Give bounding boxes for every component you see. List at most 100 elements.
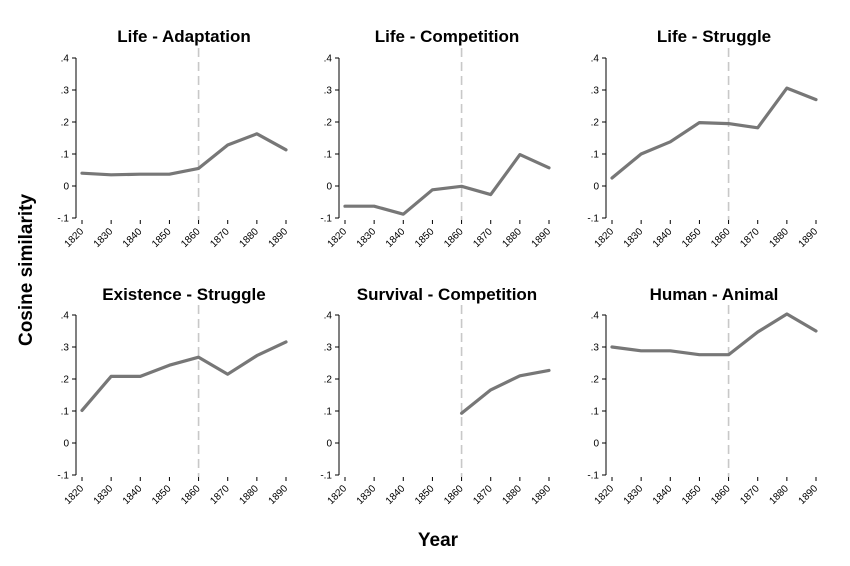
- x-tick-label: 1870: [471, 483, 495, 507]
- y-tick-label: .4: [591, 54, 600, 65]
- y-tick-label: -.1: [320, 471, 332, 482]
- x-tick-label: 1860: [709, 226, 733, 250]
- x-tick-label: 1890: [267, 226, 291, 250]
- x-tick-label: 1820: [326, 226, 350, 250]
- y-tick-label: .3: [591, 343, 600, 354]
- y-tick-label: 0: [63, 182, 69, 193]
- y-tick-label: 0: [593, 439, 599, 450]
- series-line: [610, 312, 818, 357]
- x-tick-label: 1880: [237, 226, 261, 250]
- x-tick-label: 1880: [767, 226, 791, 250]
- panel-title: Life - Struggle: [657, 27, 771, 46]
- y-tick-label: 0: [326, 182, 332, 193]
- series-line: [80, 132, 288, 177]
- x-tick-label: 1830: [622, 483, 646, 507]
- y-tick-label: .4: [591, 311, 600, 322]
- panel-title: Life - Competition: [375, 27, 519, 46]
- x-tick-label: 1830: [622, 226, 646, 250]
- y-tick-label: .2: [61, 375, 70, 386]
- y-tick-label: -.1: [57, 214, 69, 225]
- x-tick-label: 1880: [500, 483, 524, 507]
- x-tick-label: 1820: [326, 483, 350, 507]
- y-tick-label: .3: [324, 343, 333, 354]
- x-tick-label: 1880: [767, 483, 791, 507]
- y-tick-label: .4: [61, 54, 70, 65]
- panel-title: Life - Adaptation: [117, 27, 250, 46]
- x-tick-label: 1860: [709, 483, 733, 507]
- y-tick-label: .2: [324, 118, 333, 129]
- series-line: [80, 340, 288, 412]
- x-tick-label: 1820: [593, 226, 617, 250]
- x-tick-label: 1820: [63, 483, 87, 507]
- y-tick-label: .1: [61, 150, 70, 161]
- x-tick-label: 1850: [680, 226, 704, 250]
- y-tick-label: 0: [593, 182, 599, 193]
- x-tick-label: 1840: [651, 226, 675, 250]
- y-tick-label: -.1: [57, 471, 69, 482]
- x-tick-label: 1850: [150, 226, 174, 250]
- x-tick-label: 1870: [208, 483, 232, 507]
- y-tick-label: .4: [324, 311, 333, 322]
- x-tick-label: 1890: [267, 483, 291, 507]
- x-tick-label: 1840: [121, 226, 145, 250]
- y-tick-label: 0: [63, 439, 69, 450]
- series-line: [610, 86, 818, 180]
- series-line: [460, 368, 551, 415]
- x-tick-label: 1830: [355, 226, 379, 250]
- x-tick-label: 1840: [651, 483, 675, 507]
- y-tick-label: .1: [591, 407, 600, 418]
- y-tick-label: .3: [61, 86, 70, 97]
- x-tick-label: 1850: [150, 483, 174, 507]
- y-axis-label: Cosine similarity: [16, 194, 37, 346]
- x-tick-label: 1880: [500, 226, 524, 250]
- x-tick-label: 1870: [738, 483, 762, 507]
- y-tick-label: .3: [61, 343, 70, 354]
- x-tick-label: 1840: [384, 483, 408, 507]
- series-line: [343, 153, 551, 216]
- x-tick-label: 1840: [121, 483, 145, 507]
- x-tick-label: 1890: [797, 483, 821, 507]
- chart-panel: Life - Adaptation -.1 0 .1 .2 .3 .4 1820 1830 184…: [57, 27, 290, 250]
- x-tick-label: 1820: [593, 483, 617, 507]
- x-axis-label: Year: [418, 530, 459, 551]
- panel-title: Existence - Struggle: [102, 285, 265, 304]
- x-tick-label: 1860: [179, 483, 203, 507]
- y-tick-label: .1: [61, 407, 70, 418]
- y-tick-label: .2: [324, 375, 333, 386]
- y-tick-label: .2: [61, 118, 70, 129]
- y-tick-label: .4: [324, 54, 333, 65]
- panel-title: Human - Animal: [650, 285, 779, 304]
- x-tick-label: 1830: [92, 226, 116, 250]
- y-tick-label: .1: [591, 150, 600, 161]
- y-tick-label: .2: [591, 375, 600, 386]
- x-tick-label: 1870: [208, 226, 232, 250]
- chart-panel: Human - Animal -.1 0 .1 .2 .3 .4 1820 1830 1840 18…: [587, 285, 820, 507]
- y-tick-label: -.1: [587, 471, 599, 482]
- y-tick-label: .1: [324, 150, 333, 161]
- x-tick-label: 1840: [384, 226, 408, 250]
- x-tick-label: 1890: [530, 226, 554, 250]
- x-tick-label: 1860: [179, 226, 203, 250]
- x-tick-label: 1870: [738, 226, 762, 250]
- y-tick-label: .3: [324, 86, 333, 97]
- y-tick-label: .4: [61, 311, 70, 322]
- x-tick-label: 1860: [442, 226, 466, 250]
- x-tick-label: 1880: [237, 483, 261, 507]
- panel-title: Survival - Competition: [357, 285, 537, 304]
- y-tick-label: 0: [326, 439, 332, 450]
- x-tick-label: 1820: [63, 226, 87, 250]
- y-tick-label: .3: [591, 86, 600, 97]
- x-tick-label: 1850: [413, 483, 437, 507]
- chart-panel: Existence - Struggle -.1 0 .1 .2 .3 .4 1820 1830…: [57, 285, 290, 507]
- x-tick-label: 1850: [413, 226, 437, 250]
- y-tick-label: -.1: [587, 214, 599, 225]
- x-tick-label: 1890: [797, 226, 821, 250]
- y-tick-label: .1: [324, 407, 333, 418]
- y-tick-label: .2: [591, 118, 600, 129]
- x-tick-label: 1870: [471, 226, 495, 250]
- x-tick-label: 1830: [355, 483, 379, 507]
